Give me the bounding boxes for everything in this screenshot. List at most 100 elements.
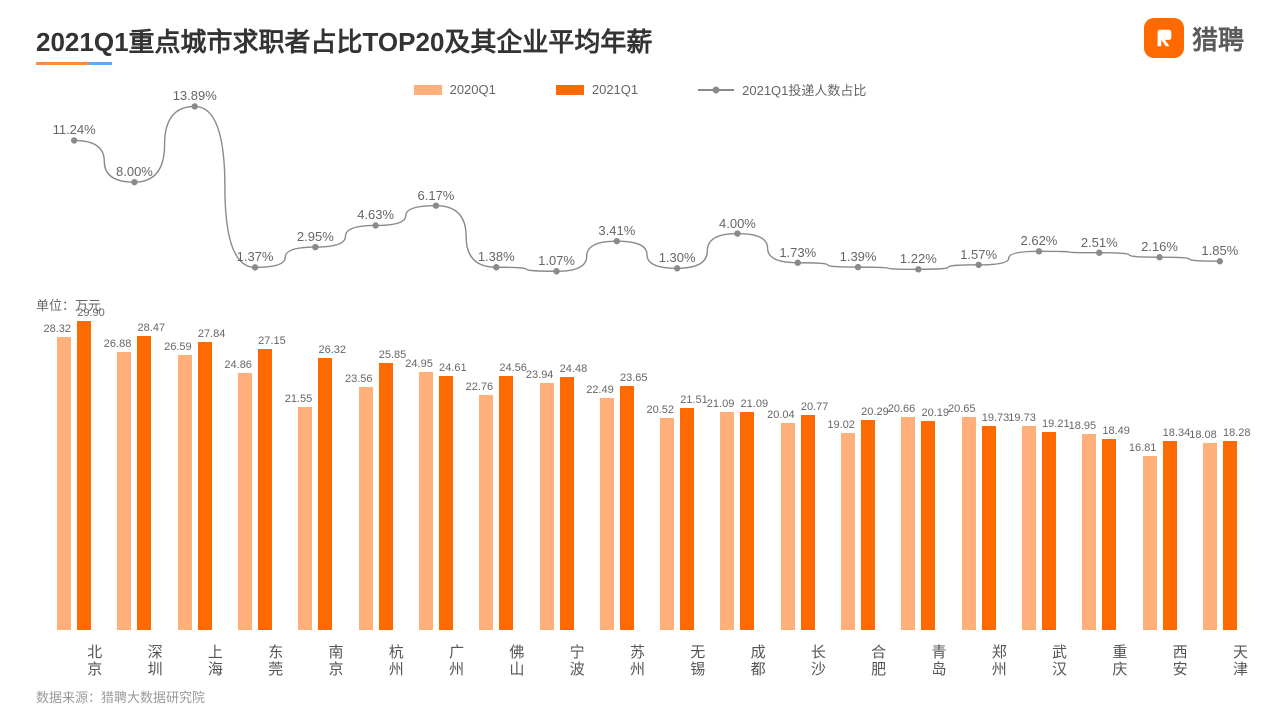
line-point [614, 238, 620, 244]
bar [379, 363, 393, 630]
bar-value-label: 21.51 [680, 394, 708, 406]
line-svg [44, 105, 1250, 285]
bar-group: 23.9424.48 [540, 377, 574, 630]
bar-group: 20.6519.73 [962, 417, 996, 630]
line-value-label: 2.16% [1141, 239, 1178, 254]
bar [1042, 432, 1056, 631]
bar-group: 28.3229.90 [57, 321, 91, 630]
line-value-label: 1.85% [1201, 243, 1238, 258]
city-label: 青岛 [888, 636, 948, 686]
line-value-label: 1.37% [237, 249, 274, 264]
bar [499, 376, 513, 630]
bar [620, 386, 634, 630]
line-value-label: 2.51% [1081, 235, 1118, 250]
bar [117, 352, 131, 630]
line-point [553, 268, 559, 274]
bar-group: 24.8627.15 [238, 349, 272, 630]
bar [720, 412, 734, 630]
bar-group: 20.0420.77 [781, 415, 815, 630]
bar-group: 18.0818.28 [1203, 441, 1237, 630]
bar [540, 383, 554, 630]
bar-value-label: 22.49 [586, 384, 614, 396]
bar-value-label: 18.95 [1069, 420, 1097, 432]
city-label: 西安 [1129, 636, 1189, 686]
bar-value-label: 18.49 [1102, 425, 1130, 437]
bar [1022, 426, 1036, 630]
logo-text: 猎聘 [1192, 20, 1244, 57]
bar-group: 19.7319.21 [1022, 426, 1056, 630]
bar [419, 372, 433, 630]
bar [1102, 439, 1116, 630]
bar-group: 20.6620.19 [901, 417, 935, 630]
bar-value-label: 19.73 [1008, 412, 1036, 424]
brand-logo: 猎聘 [1144, 18, 1244, 58]
legend-series2: 2021Q1 [556, 80, 638, 99]
city-axis: 北京深圳上海东莞南京杭州广州佛山宁波苏州无锡成都长沙合肥青岛郑州武汉重庆西安天津 [44, 636, 1250, 686]
bar-value-label: 20.04 [767, 409, 795, 421]
bar [258, 349, 272, 630]
bar [479, 395, 493, 630]
bar-value-label: 19.73 [982, 412, 1010, 424]
bar [57, 337, 71, 630]
bar-value-label: 20.65 [948, 403, 976, 415]
line-point [493, 264, 499, 270]
bar [238, 373, 252, 630]
line-point [734, 230, 740, 236]
bar-value-label: 29.90 [77, 307, 105, 319]
legend-line-icon [698, 89, 734, 91]
bar [801, 415, 815, 630]
line-value-label: 8.00% [116, 164, 153, 179]
bar [921, 421, 935, 630]
bar [740, 412, 754, 630]
bar [781, 423, 795, 630]
bar-value-label: 24.56 [499, 362, 527, 374]
bar-group: 26.8828.47 [117, 336, 151, 630]
bar-value-label: 21.09 [707, 398, 735, 410]
line-value-label: 1.57% [960, 247, 997, 262]
line-value-label: 1.07% [538, 253, 575, 268]
line-value-label: 11.24% [53, 122, 96, 137]
line-value-label: 6.17% [418, 188, 455, 203]
bar-chart-area: 28.3229.9026.8828.4726.5927.8424.8627.15… [44, 320, 1250, 630]
legend-series1: 2020Q1 [414, 80, 496, 99]
city-label: 武汉 [1009, 636, 1069, 686]
legend-line: 2021Q1投递人数占比 [698, 80, 866, 99]
bar [660, 418, 674, 630]
legend-label-line: 2021Q1投递人数占比 [742, 80, 866, 99]
bar-group: 20.5221.51 [660, 408, 694, 630]
line-point [1217, 258, 1223, 264]
line-point [1156, 254, 1162, 260]
bar-value-label: 26.88 [104, 338, 132, 350]
line-point [975, 262, 981, 268]
city-label: 北京 [44, 636, 104, 686]
city-label: 上海 [165, 636, 225, 686]
line-value-label: 2.95% [297, 229, 334, 244]
bar [680, 408, 694, 630]
city-label: 重庆 [1069, 636, 1129, 686]
bar-value-label: 24.95 [405, 358, 433, 370]
line-point [674, 265, 680, 271]
bar-value-label: 18.08 [1189, 429, 1217, 441]
bar-value-label: 20.19 [921, 407, 949, 419]
legend-label-series1: 2020Q1 [450, 82, 496, 97]
bar [901, 417, 915, 630]
bar [600, 398, 614, 630]
city-label: 南京 [285, 636, 345, 686]
city-label: 深圳 [104, 636, 164, 686]
bar-value-label: 23.94 [526, 369, 554, 381]
line-point [433, 202, 439, 208]
line-point [312, 244, 318, 250]
bar [1203, 443, 1217, 630]
bar-value-label: 23.56 [345, 373, 373, 385]
logo-icon [1144, 18, 1184, 58]
bar-value-label: 20.29 [861, 406, 889, 418]
line-point [372, 222, 378, 228]
line-point [795, 260, 801, 266]
bar [298, 407, 312, 630]
bar-group: 16.8118.34 [1143, 441, 1177, 631]
bar [1143, 456, 1157, 630]
bar-group: 21.5526.32 [298, 358, 332, 630]
line-value-label: 1.30% [659, 250, 696, 265]
bar-value-label: 26.59 [164, 341, 192, 353]
chart-title: 2021Q1重点城市求职者占比TOP20及其企业平均年薪 [36, 22, 652, 59]
